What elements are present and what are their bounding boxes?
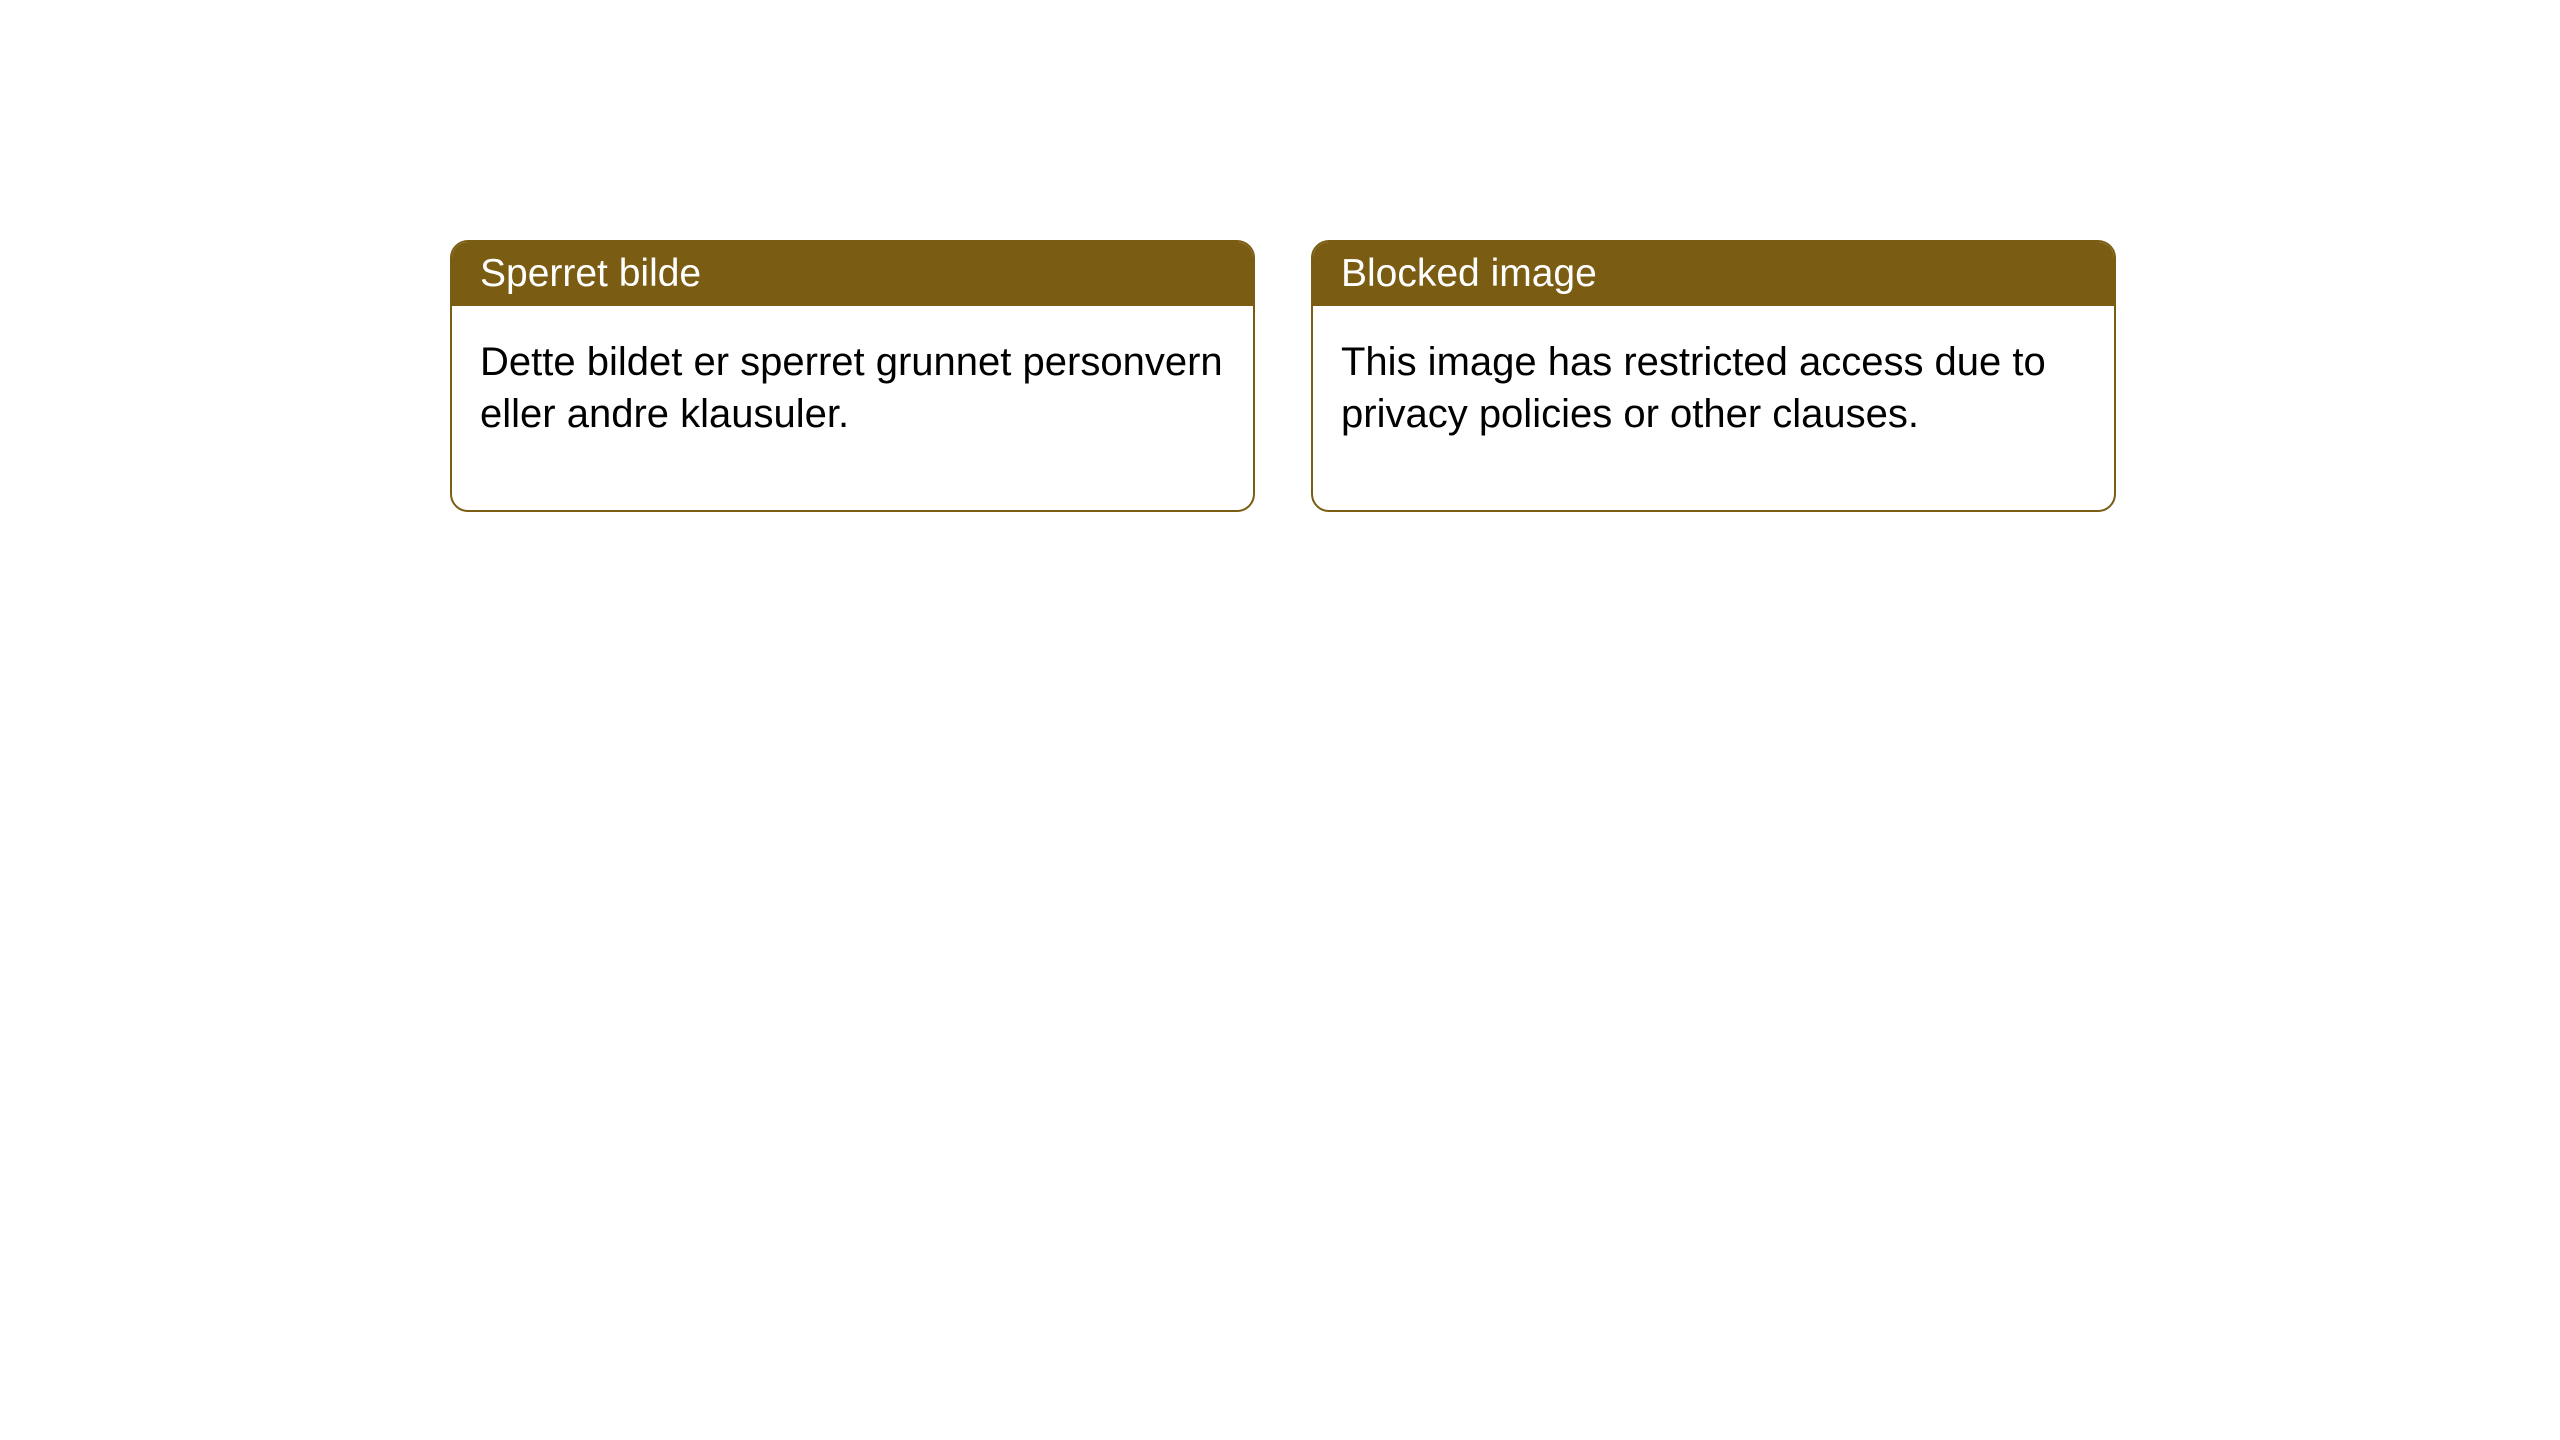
card-header: Sperret bilde: [452, 242, 1253, 306]
notice-card-norwegian: Sperret bilde Dette bildet er sperret gr…: [450, 240, 1255, 512]
card-body-text: Dette bildet er sperret grunnet personve…: [480, 340, 1223, 436]
notice-cards-container: Sperret bilde Dette bildet er sperret gr…: [0, 0, 2560, 512]
card-body: Dette bildet er sperret grunnet personve…: [452, 306, 1253, 510]
notice-card-english: Blocked image This image has restricted …: [1311, 240, 2116, 512]
card-header: Blocked image: [1313, 242, 2114, 306]
card-body-text: This image has restricted access due to …: [1341, 340, 2046, 436]
card-title: Sperret bilde: [480, 252, 701, 295]
card-body: This image has restricted access due to …: [1313, 306, 2114, 510]
card-title: Blocked image: [1341, 252, 1597, 295]
